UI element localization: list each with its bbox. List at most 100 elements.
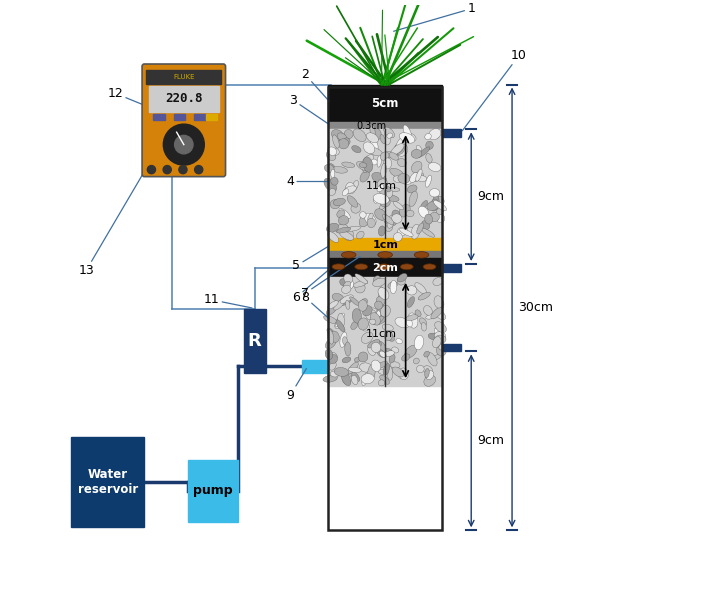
Ellipse shape bbox=[335, 318, 344, 329]
Ellipse shape bbox=[371, 128, 381, 140]
Ellipse shape bbox=[337, 133, 347, 141]
Ellipse shape bbox=[371, 342, 381, 352]
Ellipse shape bbox=[325, 349, 333, 359]
Bar bbox=[302, 360, 328, 372]
Text: 9cm: 9cm bbox=[477, 434, 504, 447]
Ellipse shape bbox=[333, 200, 340, 206]
Bar bbox=[206, 114, 218, 120]
Ellipse shape bbox=[389, 188, 400, 192]
Ellipse shape bbox=[384, 218, 396, 225]
Ellipse shape bbox=[406, 319, 413, 327]
Ellipse shape bbox=[371, 159, 377, 165]
Bar bbox=[149, 86, 218, 112]
Ellipse shape bbox=[378, 252, 392, 258]
Text: 2cm: 2cm bbox=[372, 263, 398, 273]
Ellipse shape bbox=[351, 203, 361, 213]
Ellipse shape bbox=[378, 369, 389, 375]
Ellipse shape bbox=[372, 172, 386, 184]
Bar bbox=[328, 258, 442, 277]
Ellipse shape bbox=[359, 212, 366, 218]
Ellipse shape bbox=[386, 333, 394, 341]
Ellipse shape bbox=[428, 129, 441, 140]
Ellipse shape bbox=[384, 350, 394, 356]
Ellipse shape bbox=[377, 185, 384, 192]
Ellipse shape bbox=[330, 302, 340, 307]
Ellipse shape bbox=[357, 162, 370, 171]
Ellipse shape bbox=[340, 332, 347, 348]
Ellipse shape bbox=[435, 310, 446, 320]
Ellipse shape bbox=[392, 367, 404, 377]
Ellipse shape bbox=[354, 264, 368, 270]
Ellipse shape bbox=[333, 301, 340, 307]
Ellipse shape bbox=[425, 368, 429, 378]
Ellipse shape bbox=[337, 227, 351, 233]
Ellipse shape bbox=[379, 287, 384, 301]
Ellipse shape bbox=[373, 276, 380, 283]
Ellipse shape bbox=[326, 304, 337, 315]
Ellipse shape bbox=[345, 230, 354, 241]
Ellipse shape bbox=[410, 172, 418, 182]
Ellipse shape bbox=[330, 178, 338, 185]
Ellipse shape bbox=[404, 178, 414, 185]
Ellipse shape bbox=[403, 125, 412, 140]
Ellipse shape bbox=[345, 300, 350, 309]
Ellipse shape bbox=[422, 228, 435, 237]
Bar bbox=[328, 238, 442, 251]
Ellipse shape bbox=[335, 313, 345, 327]
Ellipse shape bbox=[328, 147, 337, 155]
Text: R: R bbox=[248, 332, 262, 350]
Ellipse shape bbox=[357, 231, 364, 239]
Ellipse shape bbox=[396, 145, 403, 153]
Ellipse shape bbox=[378, 380, 385, 386]
Ellipse shape bbox=[325, 165, 334, 172]
Ellipse shape bbox=[407, 297, 415, 307]
Ellipse shape bbox=[401, 133, 411, 139]
Ellipse shape bbox=[393, 202, 403, 210]
Ellipse shape bbox=[384, 127, 395, 137]
Ellipse shape bbox=[426, 153, 432, 163]
Ellipse shape bbox=[411, 161, 422, 173]
Ellipse shape bbox=[339, 208, 350, 219]
Ellipse shape bbox=[389, 354, 395, 363]
Text: 9: 9 bbox=[286, 369, 306, 402]
Ellipse shape bbox=[433, 278, 442, 286]
Ellipse shape bbox=[329, 163, 335, 172]
Ellipse shape bbox=[379, 186, 385, 195]
Ellipse shape bbox=[367, 133, 379, 143]
Ellipse shape bbox=[378, 264, 391, 270]
Ellipse shape bbox=[406, 210, 414, 217]
Circle shape bbox=[174, 135, 193, 154]
Ellipse shape bbox=[362, 155, 374, 168]
Ellipse shape bbox=[382, 324, 393, 331]
Ellipse shape bbox=[323, 375, 337, 382]
Ellipse shape bbox=[342, 252, 356, 258]
Ellipse shape bbox=[391, 214, 402, 223]
Ellipse shape bbox=[377, 155, 381, 167]
Ellipse shape bbox=[439, 344, 444, 350]
Ellipse shape bbox=[414, 335, 423, 350]
Ellipse shape bbox=[373, 278, 386, 287]
Ellipse shape bbox=[346, 226, 360, 231]
Ellipse shape bbox=[393, 232, 402, 241]
Ellipse shape bbox=[391, 362, 400, 368]
Ellipse shape bbox=[420, 318, 427, 326]
Ellipse shape bbox=[351, 375, 358, 385]
Ellipse shape bbox=[387, 366, 393, 380]
Ellipse shape bbox=[425, 133, 431, 140]
Ellipse shape bbox=[352, 309, 362, 323]
Bar bbox=[188, 460, 238, 522]
Ellipse shape bbox=[372, 316, 386, 324]
Ellipse shape bbox=[328, 189, 335, 195]
Ellipse shape bbox=[370, 308, 377, 313]
Ellipse shape bbox=[370, 124, 375, 138]
Ellipse shape bbox=[364, 213, 376, 225]
Ellipse shape bbox=[330, 371, 339, 377]
Ellipse shape bbox=[405, 345, 417, 358]
Text: 11cm: 11cm bbox=[367, 181, 397, 191]
Ellipse shape bbox=[421, 323, 426, 331]
Ellipse shape bbox=[351, 372, 359, 382]
Ellipse shape bbox=[430, 189, 440, 197]
Text: 7: 7 bbox=[301, 257, 360, 300]
Ellipse shape bbox=[435, 335, 446, 343]
Ellipse shape bbox=[354, 357, 360, 362]
